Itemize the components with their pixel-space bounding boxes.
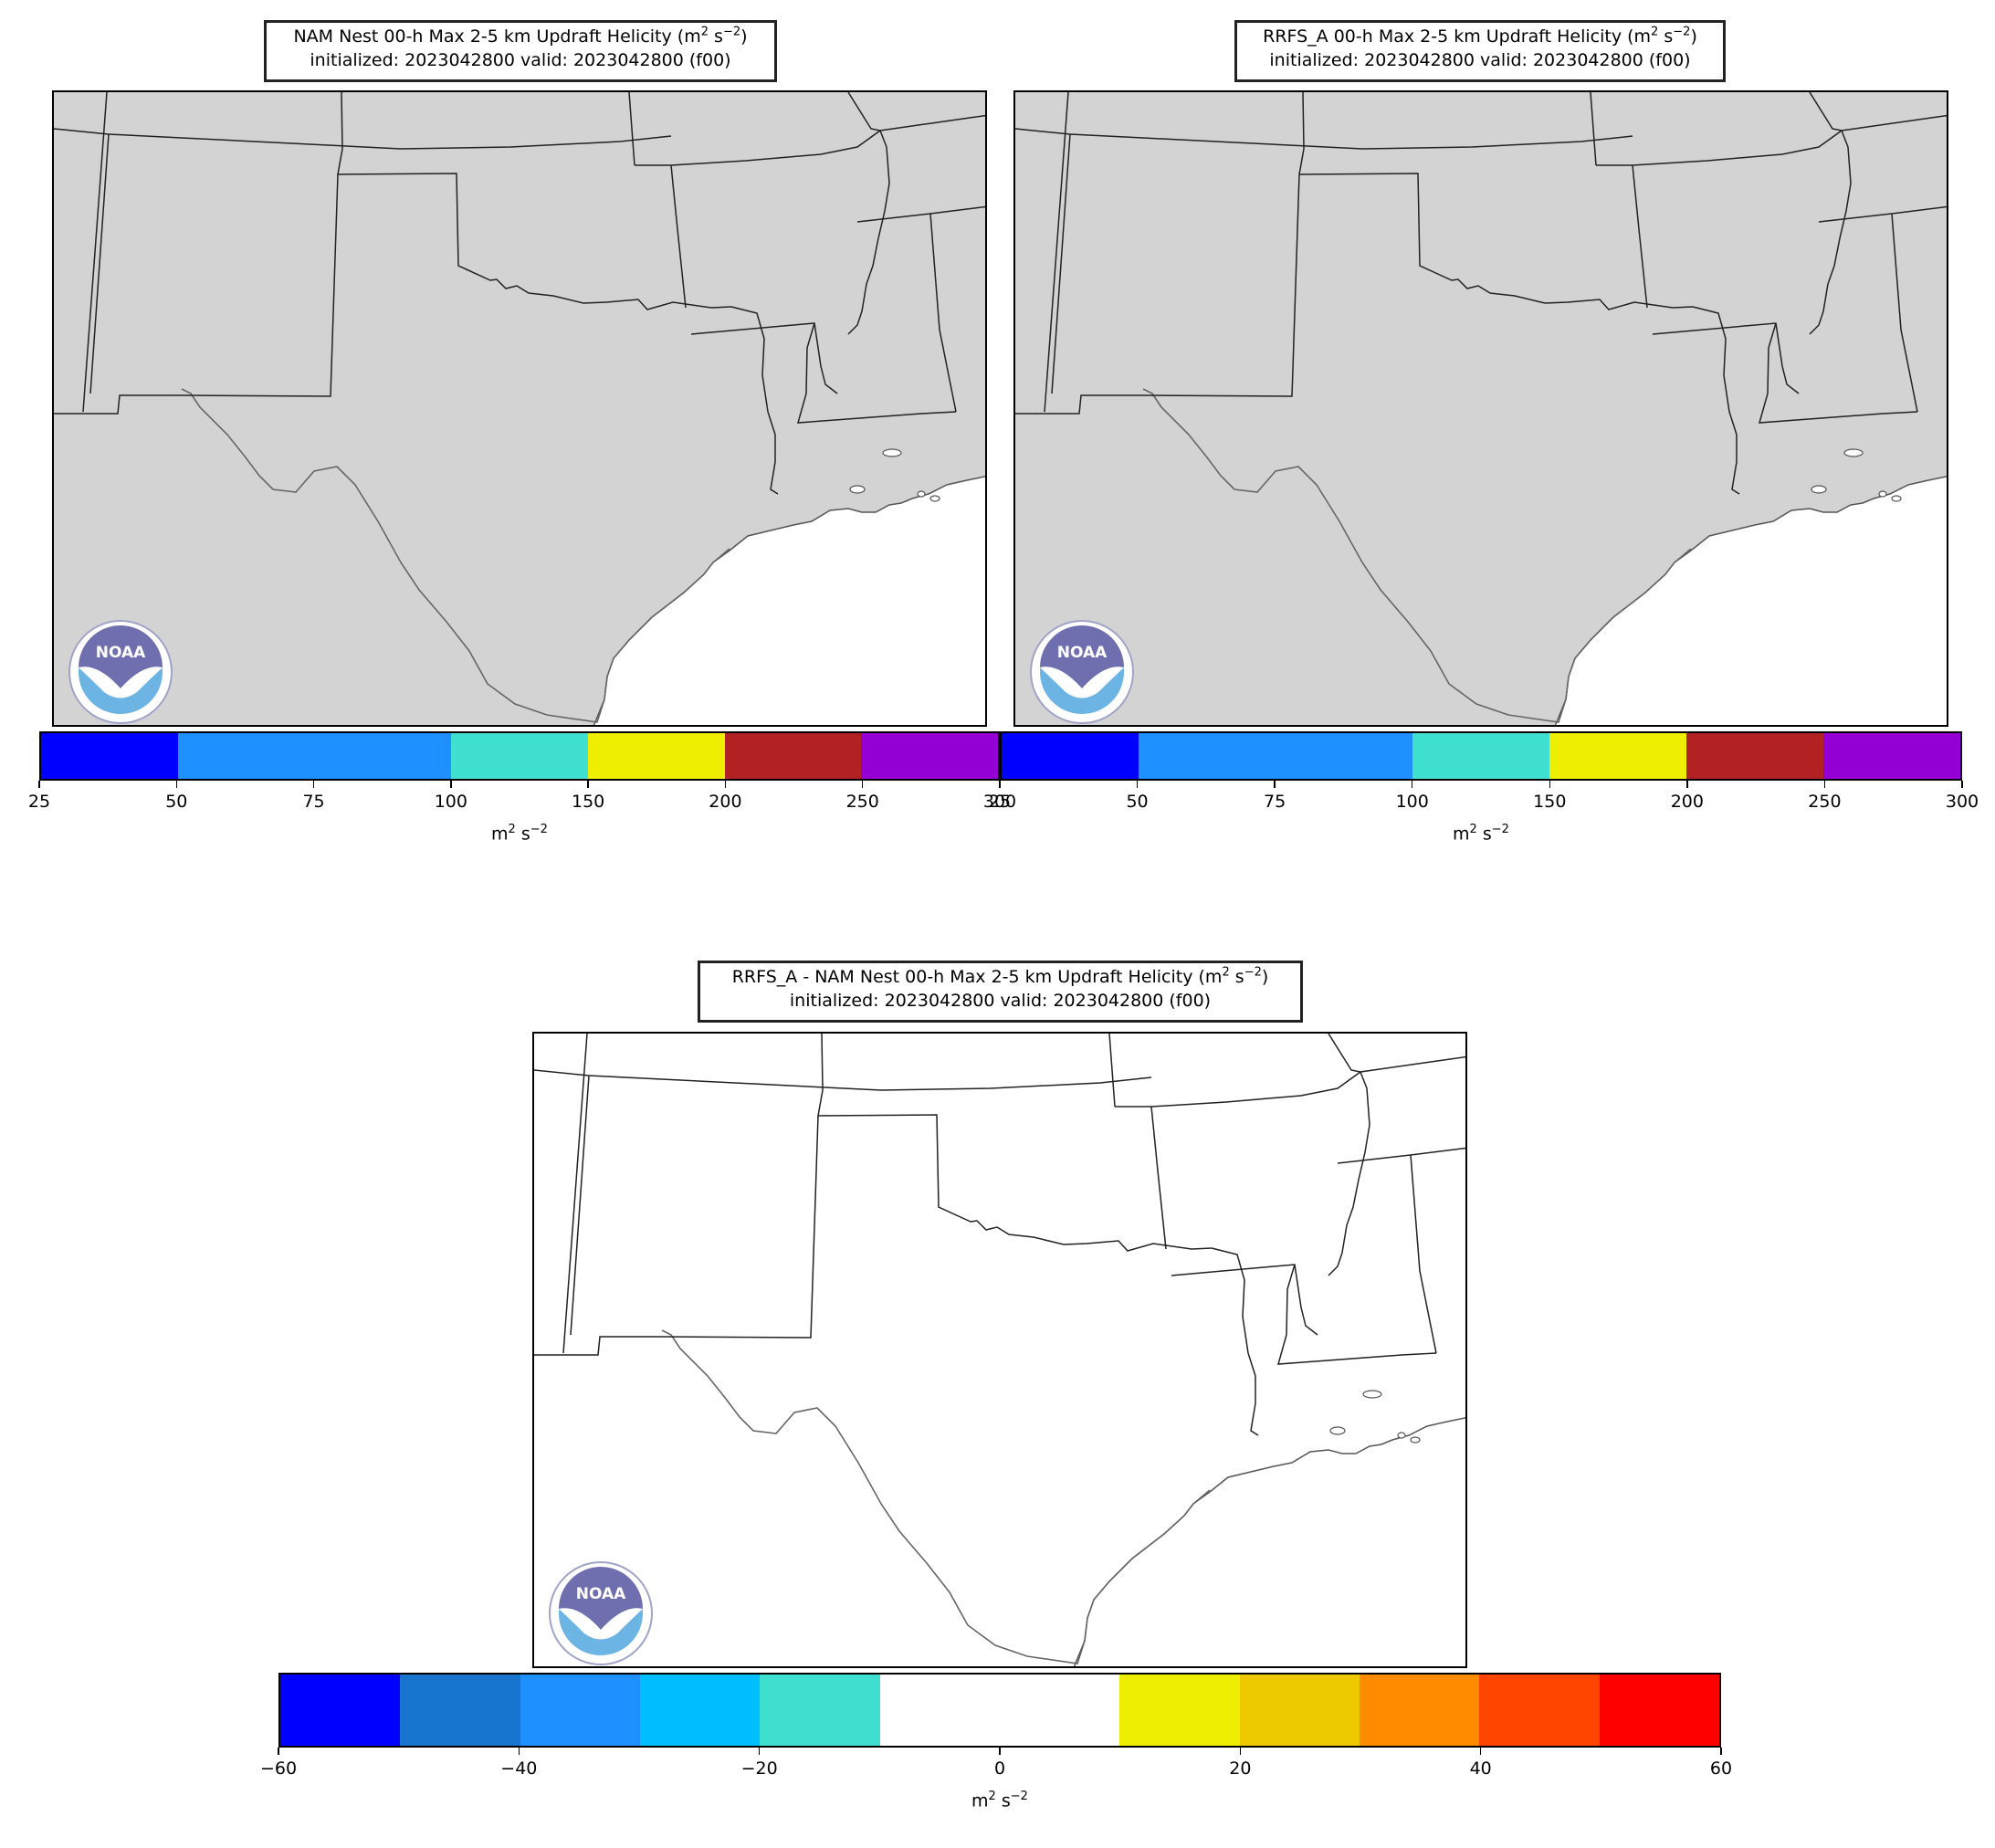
colorbar-tick-label: 200 <box>1670 792 1704 812</box>
colorbar-tick-label: 40 <box>1469 1759 1492 1779</box>
colorbar-segment <box>280 1675 401 1746</box>
colorbar-tick-mark <box>1274 781 1276 788</box>
colorbar-tick-mark <box>999 781 1001 788</box>
panel-rrfs-map: NOAA <box>1013 90 1948 727</box>
colorbar-tick-mark <box>1411 781 1413 788</box>
panel-diff-title: RRFS_A - NAM Nest 00-h Max 2-5 km Updraf… <box>698 961 1303 1023</box>
colorbar-tick-mark <box>587 781 589 788</box>
colorbar-tick-mark <box>758 1748 761 1755</box>
colorbar-segment <box>760 1675 880 1746</box>
colorbar-segment <box>1599 1675 1719 1746</box>
colorbar-segment <box>999 1675 1120 1746</box>
colorbar-unit-label: m2 s−2 <box>491 823 548 845</box>
colorbar-segment <box>639 1675 761 1746</box>
state-boundaries-map <box>1015 92 1947 725</box>
colorbar-tick-label: 100 <box>1395 792 1429 812</box>
colorbar-tick-label: 25 <box>27 792 51 812</box>
colorbar-segment <box>587 733 725 779</box>
colorbar-tick-label: 150 <box>1533 792 1567 812</box>
colorbar-segment <box>861 733 998 779</box>
svg-text:NOAA: NOAA <box>96 644 146 662</box>
colorbar-segment <box>1686 733 1823 779</box>
colorbar-segment <box>1412 733 1549 779</box>
colorbar-segment <box>520 1675 640 1746</box>
panel-rrfs-colorbar <box>1000 731 1962 781</box>
state-boundaries-map <box>534 1034 1465 1666</box>
colorbar-tick-label: 75 <box>1264 792 1286 812</box>
svg-text:NOAA: NOAA <box>576 1585 626 1603</box>
colorbar-segment <box>1139 733 1412 779</box>
colorbar-tick-label: 250 <box>1808 792 1842 812</box>
svg-text:NOAA: NOAA <box>1057 644 1108 662</box>
colorbar-tick-mark <box>1961 781 1963 788</box>
panel-nam-colorbar <box>39 731 1000 781</box>
colorbar-tick-mark <box>1136 781 1139 788</box>
colorbar-segment <box>1119 1675 1240 1746</box>
panel-rrfs-title: RRFS_A 00-h Max 2-5 km Updraft Helicity … <box>1234 20 1726 82</box>
colorbar-tick-label: −60 <box>259 1759 298 1779</box>
colorbar-tick-mark <box>1479 1748 1482 1755</box>
colorbar-tick-label: 200 <box>709 792 742 812</box>
colorbar-unit-label: m2 s−2 <box>971 1790 1028 1811</box>
colorbar-segment <box>724 733 862 779</box>
panel-diff-colorbar <box>278 1673 1721 1748</box>
colorbar-tick-mark <box>518 1748 520 1755</box>
colorbar-segment <box>400 1675 520 1746</box>
colorbar-tick-label: 300 <box>982 792 1017 812</box>
colorbar-tick-mark <box>1823 781 1826 788</box>
colorbar-tick-label: 60 <box>1709 1759 1733 1779</box>
colorbar-tick-mark <box>1720 1748 1722 1755</box>
colorbar-tick-label: −20 <box>740 1759 778 1779</box>
colorbar-tick-mark <box>724 781 727 788</box>
colorbar-segment <box>1359 1675 1480 1746</box>
colorbar-tick-label: 25 <box>988 792 1012 812</box>
colorbar-tick-mark <box>861 781 864 788</box>
colorbar-segment <box>1239 1675 1360 1746</box>
colorbar-segment <box>1002 733 1139 779</box>
colorbar-tick-mark <box>175 781 178 788</box>
colorbar-segment <box>177 733 452 779</box>
colorbar-tick-mark <box>38 781 40 788</box>
colorbar-segment <box>1549 733 1686 779</box>
colorbar-unit-label: m2 s−2 <box>1453 823 1509 845</box>
panel-nam-map: NOAA <box>52 90 987 727</box>
colorbar-segment <box>1479 1675 1600 1746</box>
colorbar-tick-label: 50 <box>165 792 188 812</box>
colorbar-tick-mark <box>450 781 452 788</box>
colorbar-tick-label: 100 <box>434 792 467 812</box>
colorbar-tick-mark <box>312 781 315 788</box>
colorbar-segment <box>451 733 588 779</box>
colorbar-tick-mark <box>999 1748 1001 1755</box>
colorbar-tick-mark <box>278 1748 279 1755</box>
colorbar-tick-label: 20 <box>1229 1759 1252 1779</box>
panel-nam-title: NAM Nest 00-h Max 2-5 km Updraft Helicit… <box>264 20 777 82</box>
colorbar-tick-mark <box>1686 781 1688 788</box>
colorbar-tick-label: 150 <box>572 792 605 812</box>
colorbar-tick-label: 250 <box>845 792 879 812</box>
colorbar-tick-mark <box>1239 1748 1242 1755</box>
colorbar-tick-mark <box>1549 781 1551 788</box>
colorbar-segment <box>879 1675 1000 1746</box>
colorbar-tick-label: −40 <box>500 1759 538 1779</box>
colorbar-tick-label: 50 <box>1126 792 1149 812</box>
colorbar-tick-label: 300 <box>1945 792 1979 812</box>
colorbar-segment <box>41 733 178 779</box>
colorbar-tick-label: 75 <box>302 792 325 812</box>
state-boundaries-map <box>54 92 985 725</box>
colorbar-segment <box>1823 733 1960 779</box>
colorbar-tick-label: 0 <box>993 1759 1006 1779</box>
panel-diff-map: NOAA <box>532 1032 1467 1668</box>
